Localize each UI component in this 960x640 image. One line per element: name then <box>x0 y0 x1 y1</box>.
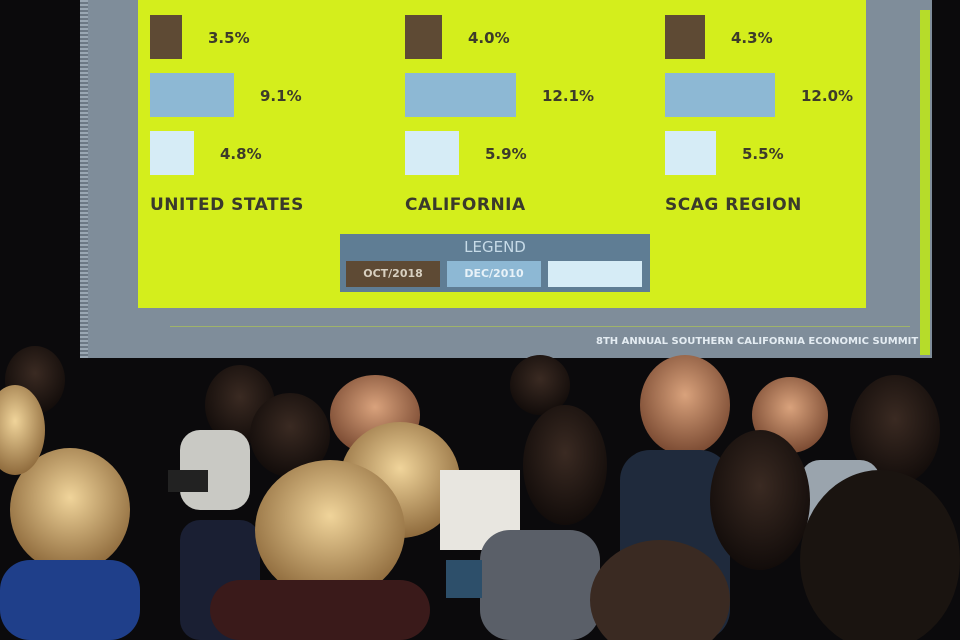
value-label-united-states-0: 3.5% <box>208 29 250 47</box>
bar-united-states-1 <box>150 73 234 117</box>
value-label-united-states-1: 9.1% <box>260 87 302 105</box>
screen-edge <box>80 0 88 358</box>
bar-scag-region-1 <box>665 73 775 117</box>
bar-california-0 <box>405 15 442 59</box>
slide-panel: 3.5% 9.1% 4.8% UNITED STATES 4.0% 12.1% 5.9% CA… <box>138 0 866 308</box>
legend-title: LEGEND <box>464 238 526 256</box>
event-footer: 8TH ANNUAL SOUTHERN CALIFORNIA ECONOMIC … <box>596 336 919 347</box>
value-label-scag-region-0: 4.3% <box>731 29 773 47</box>
region-label-california: CALIFORNIA <box>405 195 526 215</box>
footer-rule <box>170 326 910 327</box>
region-label-united-states: UNITED STATES <box>150 195 304 215</box>
laptop-icon <box>168 470 208 492</box>
bar-california-2 <box>405 131 459 175</box>
value-label-california-0: 4.0% <box>468 29 510 47</box>
region-label-scag-region: SCAG REGION <box>665 195 802 215</box>
legend-item-oct-2018: OCT/2018 <box>346 261 440 287</box>
bar-scag-region-2 <box>665 131 716 175</box>
value-label-california-2: 5.9% <box>485 145 527 163</box>
value-label-united-states-2: 4.8% <box>220 145 262 163</box>
screen-accent-stripe <box>920 10 930 355</box>
audience-row-front <box>0 385 960 640</box>
legend: LEGEND OCT/2018 DEC/2010 <box>340 234 650 292</box>
value-label-scag-region-2: 5.5% <box>742 145 784 163</box>
legend-item-third <box>548 261 642 287</box>
value-label-california-1: 12.1% <box>542 87 595 105</box>
bar-united-states-0 <box>150 15 182 59</box>
bar-scag-region-0 <box>665 15 705 59</box>
bar-california-1 <box>405 73 516 117</box>
value-label-scag-region-1: 12.0% <box>801 87 854 105</box>
bar-united-states-2 <box>150 131 194 175</box>
legend-item-dec-2010: DEC/2010 <box>447 261 541 287</box>
laptop-icon <box>446 560 482 598</box>
